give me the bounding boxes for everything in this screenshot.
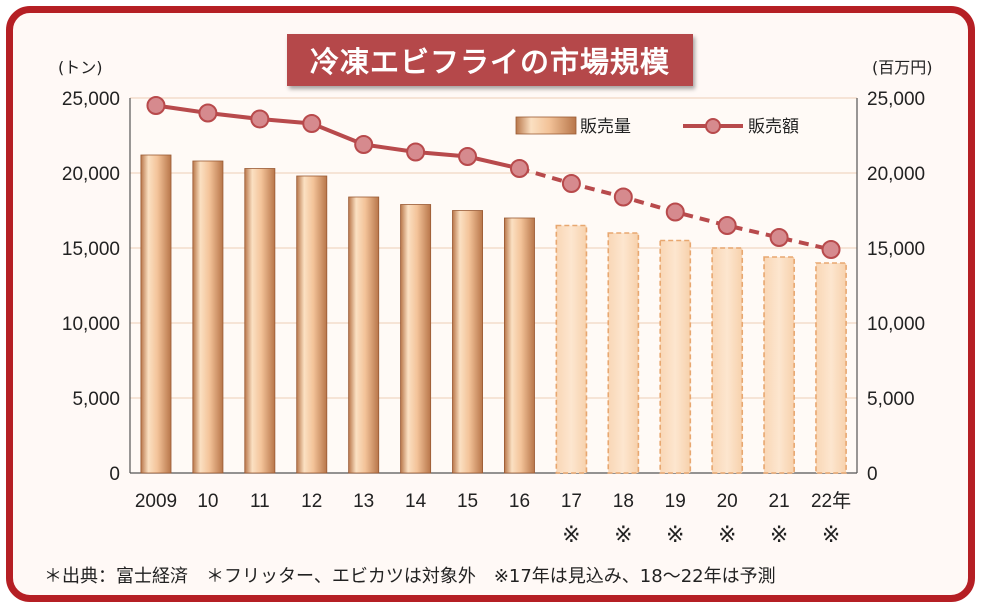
x-tick-label: 15 [457,491,478,512]
x-tick-label: 2009 [135,491,177,512]
point-19 [665,202,685,222]
y-left-tick-label: 20,000 [62,164,120,185]
point-16 [509,159,529,178]
bar-14 [400,204,432,474]
point-17 [561,174,581,193]
point-20 [717,216,737,235]
x-tick-label: 22年 [811,490,851,512]
estimate-marker: ※ [770,523,788,548]
y-left-tick-label: 25,000 [62,89,120,110]
point-13 [354,135,374,154]
bar-18 [607,232,640,474]
x-tick-label: 11 [250,491,270,512]
bar-11 [244,168,276,474]
x-tick-label: 20 [717,491,738,512]
y-right-tick-label: 25,000 [867,89,925,110]
plot-area [130,98,857,473]
point-12 [302,114,322,133]
legend-swatch-marker [705,118,721,134]
estimate-marker: ※ [562,523,580,548]
y-right-tick-label: 0 [867,464,878,485]
point-21 [769,228,789,247]
chart-footnote: ＊出典：富士経済 ＊フリッター、エビカツは対象外 ※17年は見込み、18〜22年… [44,566,776,587]
bar-20 [711,247,744,474]
estimate-marker: ※ [614,523,632,548]
point-22年 [821,240,841,259]
point-2009 [146,96,166,115]
y-right-tick-label: 15,000 [867,239,925,260]
x-tick-label: 13 [353,491,374,512]
y-left-tick-label: 15,000 [62,239,120,260]
x-tick-label: 16 [509,491,530,512]
bar-10 [192,160,224,474]
y-right-unit: (百万円) [872,58,933,77]
x-tick-label: 10 [197,491,218,512]
bar-21 [763,256,795,474]
legend-label-bar: 販売量 [580,117,631,137]
estimate-marker: ※ [718,523,736,548]
y-left-tick-label: 10,000 [62,314,120,335]
y-right-tick-label: 5,000 [867,389,915,410]
point-14 [406,142,426,162]
point-10 [198,103,218,123]
bar-15 [452,210,483,474]
x-tick-label: 19 [665,491,686,512]
legend-swatch-bar [515,116,577,135]
bar-13 [348,196,380,474]
bar-2009 [140,154,172,474]
y-left-tick-label: 0 [109,464,120,485]
x-tick-label: 21 [769,491,790,512]
x-tick-label: 12 [301,491,322,512]
estimate-marker: ※ [666,523,684,548]
x-tick-label: 14 [405,491,427,512]
y-left-tick-label: 5,000 [72,389,120,410]
bar-22年 [815,262,847,474]
bar-19 [659,239,692,474]
y-right-tick-label: 20,000 [867,164,925,185]
y-left-unit: (トン) [58,58,103,77]
x-tick-label: 17 [561,491,582,512]
bar-17 [555,224,588,474]
point-18 [613,187,633,207]
point-15 [458,147,478,166]
x-tick-label: 18 [613,491,634,512]
y-right-tick-label: 10,000 [867,314,925,335]
bar-12 [296,175,328,474]
point-11 [250,109,270,129]
bar-16 [504,217,535,474]
estimate-marker: ※ [822,523,840,548]
chart-title: 冷凍エビフライの市場規模 [287,34,693,86]
legend-label-line: 販売額 [748,117,799,137]
